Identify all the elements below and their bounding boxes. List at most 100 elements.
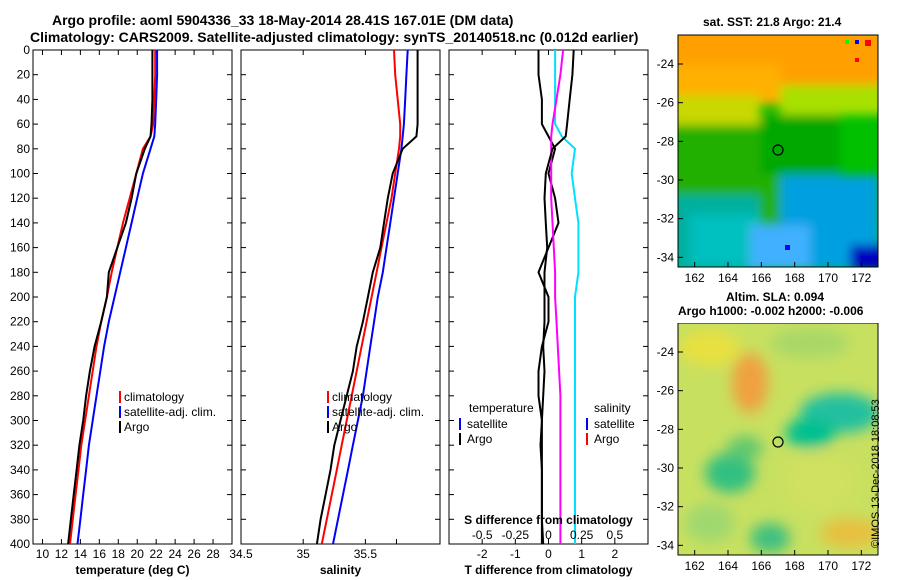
argo-position-marker-sla [772, 436, 784, 448]
y-tick-label: 320 [10, 438, 30, 452]
sst-map: 162 164 166 168 170 172 -24 -26 -28 -30 -32 -34 [657, 34, 879, 285]
series-line-argo [315, 50, 419, 544]
series-line-satellite-adj-clim- [332, 50, 409, 544]
x-axis-label: T difference from climatology [464, 563, 632, 577]
series-line-salinity-satellite [550, 50, 565, 544]
map-x-tick-label: 170 [818, 559, 838, 573]
map-x-tick-label: 162 [685, 559, 705, 573]
y-tick-label: 40 [17, 92, 31, 106]
legend-swatch [119, 406, 121, 418]
legend-swatch [459, 433, 461, 445]
x-axis-label: salinity [320, 563, 362, 577]
map-y-tick-label: -26 [657, 96, 675, 110]
x-tick-label: 1 [578, 547, 585, 561]
secondary-x-tick-label: -0.25 [502, 528, 530, 542]
secondary-x-tick-label: 0.5 [606, 528, 623, 542]
map-x-tick-label: 168 [785, 271, 805, 285]
series-line-temperature-satellite [554, 50, 580, 544]
x-tick-label: 0 [545, 547, 552, 561]
map-y-tick-label: -26 [657, 384, 675, 398]
x-tick-label: 18 [112, 547, 126, 561]
y-tick-label: 200 [10, 290, 30, 304]
legend-label: Argo [594, 432, 620, 446]
legend-swatch [327, 391, 329, 403]
legend-label: satellite-adj. clim. [124, 405, 216, 419]
legend-label: satellite [594, 417, 635, 431]
series-line-argo [67, 50, 154, 544]
map-y-tick-label: -34 [657, 250, 675, 264]
legend-label: satellite-adj. clim. [332, 405, 424, 419]
map-y-tick-label: -30 [657, 461, 675, 475]
secondary-x-tick-label: 0 [545, 528, 552, 542]
legend-swatch [586, 418, 588, 430]
difference-panel: -2 -1 0 1 2 T difference from climatology temp… [448, 49, 649, 577]
x-tick-label: 2 [611, 547, 618, 561]
map-y-tick-label: -24 [657, 57, 675, 71]
legend-swatch [119, 421, 121, 433]
y-tick-label: 340 [10, 463, 30, 477]
map-y-tick-label: -32 [657, 500, 675, 514]
y-tick-label: 280 [10, 389, 30, 403]
chart-title-line2: Climatology: CARS2009. Satellite-adjuste… [30, 29, 639, 45]
x-tick-label: 16 [93, 547, 107, 561]
y-tick-label: 20 [17, 68, 31, 82]
x-tick-label: 34.5 [229, 547, 253, 561]
argo-position-marker [772, 144, 784, 156]
y-tick-label: 80 [17, 142, 31, 156]
y-tick-label: 300 [10, 414, 30, 428]
map-y-tick-label: -24 [657, 345, 675, 359]
x-tick-label: 24 [168, 547, 182, 561]
legend-heading-salinity: salinity [594, 401, 631, 415]
map-y-tick-label: -34 [657, 538, 675, 552]
x-tick-label: 28 [206, 547, 220, 561]
temperature-panel: 0 20 40 60 80 100 120 140 160 180 200 220 240 260 280 3… [10, 43, 233, 577]
y-tick-label: 140 [10, 216, 30, 230]
salinity-panel: 34.5 35 35.5 salinity climatologysatellite-a… [229, 49, 441, 577]
x-tick-label: 22 [150, 547, 164, 561]
map-x-tick-label: 164 [718, 559, 738, 573]
x-tick-label: -2 [477, 547, 488, 561]
x-tick-label: 26 [187, 547, 201, 561]
map-y-tick-label: -30 [657, 173, 675, 187]
x-axis-label: temperature (deg C) [75, 563, 189, 577]
series-line-climatology [320, 50, 402, 544]
series-group [537, 50, 580, 544]
series-group [67, 50, 159, 544]
secondary-x-axis-label: S difference from climatology [464, 513, 633, 527]
legend-swatch [586, 433, 588, 445]
sla-map-title-line2: Argo h1000: -0.002 h2000: -0.006 [678, 304, 864, 318]
y-tick-label: 120 [10, 191, 30, 205]
legend-swatch [327, 421, 329, 433]
map-x-tick-label: 162 [685, 271, 705, 285]
x-tick-label: -1 [510, 547, 521, 561]
legend-label: climatology [124, 390, 184, 404]
series-group [315, 50, 419, 544]
y-tick-label: 220 [10, 315, 30, 329]
legend-swatch [119, 391, 121, 403]
series-line-satellite-adj-clim- [76, 50, 159, 544]
x-tick-label: 14 [74, 547, 88, 561]
map-x-tick-label: 164 [718, 271, 738, 285]
sla-field [678, 323, 878, 555]
y-tick-label: 260 [10, 364, 30, 378]
y-tick-label: 360 [10, 488, 30, 502]
legend-label: Argo [332, 420, 358, 434]
sla-map: 162 164 166 168 170 172 -24 -26 -28 -30 -32 -34 [657, 323, 879, 573]
plot-frame [32, 49, 233, 545]
x-tick-label: 20 [131, 547, 145, 561]
y-tick-label: 60 [17, 117, 31, 131]
x-tick-label: 12 [55, 547, 69, 561]
x-tick-label: 35.5 [354, 547, 378, 561]
y-tick-label: 400 [10, 537, 30, 551]
legend-label: satellite [467, 417, 508, 431]
secondary-x-tick-label: -0.5 [472, 528, 493, 542]
y-tick-label: 180 [10, 265, 30, 279]
map-y-tick-label: -28 [657, 134, 675, 148]
map-x-tick-label: 166 [751, 271, 771, 285]
sst-field [678, 35, 878, 267]
y-tick-label: 240 [10, 339, 30, 353]
y-tick-label: 160 [10, 241, 30, 255]
chart-title-line1: Argo profile: aoml 5904336_33 18-May-201… [52, 12, 514, 28]
imos-timestamp: ©IMOS 13-Dec-2018 18:08:53 [870, 399, 882, 548]
